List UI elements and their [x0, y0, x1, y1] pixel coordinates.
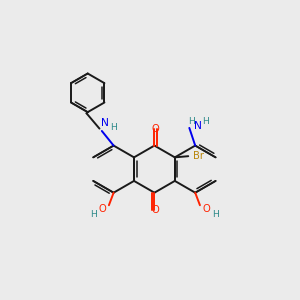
Text: Br: Br	[193, 151, 204, 160]
Text: O: O	[151, 124, 159, 134]
Text: N: N	[194, 121, 202, 131]
Text: H: H	[212, 211, 219, 220]
Text: H: H	[110, 123, 117, 132]
Text: H: H	[90, 211, 97, 220]
Text: O: O	[202, 204, 210, 214]
Text: O: O	[151, 205, 159, 215]
Text: O: O	[99, 204, 106, 214]
Text: H: H	[202, 117, 209, 126]
Text: H: H	[188, 117, 195, 126]
Text: N: N	[101, 118, 109, 128]
